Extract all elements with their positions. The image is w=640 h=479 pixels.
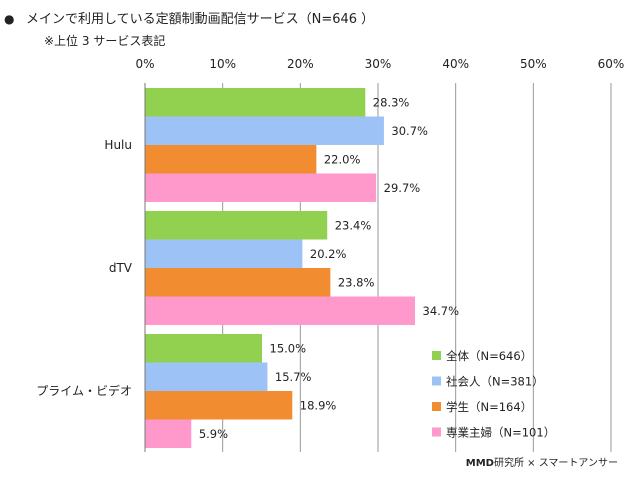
data-labels: 28.3% 30.7% 22.0% 29.7% 23.4% 20.2% 23.8% 34.7%…: [199, 95, 459, 441]
legend-swatch: [432, 402, 441, 411]
legend: 全体（N=646） 社会人（N=381） 学生（N=164） 専業主婦（N=101）: [432, 349, 555, 440]
category-label: Hulu: [104, 138, 132, 152]
legend-swatch: [432, 351, 441, 360]
bar: [145, 88, 366, 117]
data-label: 15.0%: [270, 341, 307, 355]
bar: [145, 296, 416, 325]
x-tick-label: 0%: [135, 57, 154, 71]
chart-title: ● メインで利用している定額制動画配信サービス（N=646 ）: [4, 8, 374, 27]
legend-label: 社会人（N=381）: [446, 375, 544, 389]
bar: [145, 211, 328, 240]
legend-label: 専業主婦（N=101）: [446, 426, 555, 440]
bars: [145, 88, 416, 448]
data-label: 30.7%: [391, 124, 428, 138]
data-label: 29.7%: [384, 181, 421, 195]
data-label: 5.9%: [199, 427, 228, 441]
bar: [145, 173, 377, 202]
bullet-icon: ●: [4, 12, 15, 26]
bar: [145, 145, 317, 174]
data-label: 23.4%: [335, 218, 372, 232]
data-label: 34.7%: [423, 304, 460, 318]
x-tick-label: 10%: [209, 57, 236, 71]
bar: [145, 116, 384, 145]
source-credit: MMD研究所 × スマートアンサー: [466, 454, 618, 469]
data-label: 20.2%: [310, 247, 347, 261]
credit-brand: MMD: [465, 458, 494, 469]
x-tick-label: 30%: [365, 57, 392, 71]
bar: [145, 419, 192, 448]
bar: [145, 362, 268, 391]
data-label: 22.0%: [324, 152, 361, 166]
bar: [145, 334, 262, 363]
legend-label: 学生（N=164）: [446, 400, 532, 414]
data-label: 15.7%: [275, 370, 312, 384]
credit-text: 研究所 × スマートアンサー: [493, 458, 618, 469]
data-label: 28.3%: [373, 95, 410, 109]
x-tick-label: 40%: [442, 57, 469, 71]
legend-swatch: [432, 376, 441, 386]
data-label: 18.9%: [300, 398, 337, 412]
legend-swatch: [432, 427, 441, 437]
data-label: 23.8%: [338, 275, 375, 289]
x-tick-label: 20%: [287, 57, 314, 71]
title-text: メインで利用している定額制動画配信サービス（N=646 ）: [26, 12, 375, 27]
x-tick-label: 50%: [520, 57, 547, 71]
bar: [145, 391, 293, 420]
legend-label: 全体（N=646）: [446, 349, 532, 363]
category-label: プライム・ビデオ: [36, 383, 132, 398]
bar: [145, 268, 331, 297]
bar: [145, 239, 303, 268]
chart-subtitle: ※上位 3 サービス表記: [44, 34, 166, 48]
x-axis-ticks: 0% 10% 20% 30% 40% 50% 60%: [135, 57, 624, 71]
category-label: dTV: [109, 261, 133, 275]
category-labels: Hulu dTV プライム・ビデオ: [36, 138, 133, 398]
x-tick-label: 60%: [598, 57, 625, 71]
